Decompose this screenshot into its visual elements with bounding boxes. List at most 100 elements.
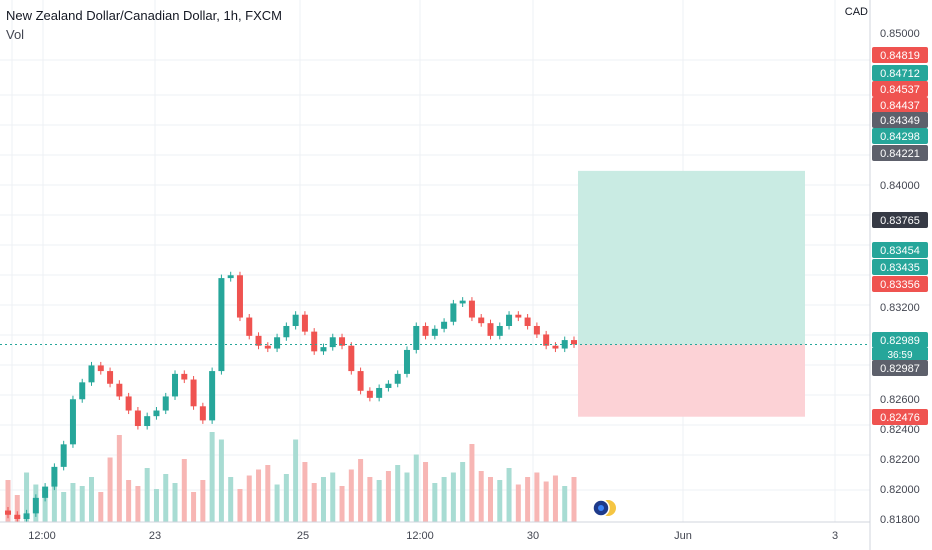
price-tag-bg [872, 128, 928, 144]
volume-bar [24, 472, 30, 522]
candle [42, 483, 49, 502]
volume-bar [218, 439, 224, 522]
candle-body [450, 303, 457, 322]
volume-bar [376, 480, 382, 522]
candle-body [403, 349, 410, 374]
price-tag: 0.83454 [872, 242, 928, 258]
candle-body [431, 328, 438, 336]
grid [0, 0, 870, 522]
volume-bar [562, 486, 568, 522]
volume-bar [200, 480, 206, 522]
candle [51, 463, 58, 491]
candle-body [190, 379, 197, 407]
countdown-label: 36:59 [887, 350, 912, 361]
candle [218, 274, 225, 375]
candle-body [441, 321, 448, 329]
loss-zone [578, 344, 805, 417]
candle-body [543, 334, 550, 346]
candle-body [357, 371, 364, 391]
candle-body [394, 373, 401, 384]
candle-body [524, 317, 531, 326]
candle-body [264, 345, 271, 349]
price-tag: 0.84537 [872, 81, 928, 97]
candle [301, 311, 308, 336]
price-tag-bg [872, 81, 928, 97]
volume-bar [330, 472, 336, 522]
volume-bar [441, 477, 447, 522]
candle-body [125, 396, 132, 411]
candle [571, 336, 577, 348]
price-tag-label: 0.82476 [880, 412, 920, 424]
price-tag-label: 0.84712 [880, 68, 920, 80]
volume-bar [89, 477, 95, 522]
price-tick-label: 0.82000 [880, 484, 920, 496]
countdown-bg [872, 348, 928, 360]
price-tag-bg [872, 242, 928, 258]
candle-body [274, 337, 281, 349]
price-tag: 0.84712 [872, 65, 928, 81]
candle-body [218, 278, 225, 372]
price-tick-label: 0.81800 [880, 514, 920, 526]
price-tag: 0.83356 [872, 276, 928, 292]
price-tick-label: 0.82200 [880, 454, 920, 466]
candle [181, 370, 188, 384]
candle-body [311, 331, 318, 352]
candle [190, 376, 197, 410]
volume-bar [163, 474, 169, 522]
candle [227, 271, 234, 282]
price-tag: 0.83435 [872, 259, 928, 275]
price-tag: 0.82476 [872, 409, 928, 425]
candle-body [23, 513, 30, 519]
volume-bar [506, 468, 512, 522]
time-tick-label: 30 [527, 530, 539, 542]
volume-bar [339, 486, 345, 522]
volume-bar [209, 432, 215, 522]
volume-bar [144, 468, 150, 522]
candle [134, 406, 141, 430]
candle-body [51, 466, 58, 487]
price-tag: 0.84298 [872, 128, 928, 144]
time-tick-label: 12:00 [406, 530, 434, 542]
volume-bar [293, 439, 299, 522]
candle [69, 395, 76, 448]
candle [329, 333, 336, 351]
price-tag-label: 0.83765 [880, 215, 920, 227]
volume-bar [534, 472, 540, 522]
price-tag: 0.84819 [872, 47, 928, 63]
volume-bar [135, 486, 141, 522]
price-tag-bg [872, 332, 928, 348]
volume-bar [543, 481, 549, 522]
candle [311, 328, 318, 355]
price-tag-label: 0.84221 [880, 148, 920, 160]
candle-body [172, 373, 179, 397]
candle-body [320, 347, 327, 352]
price-tag-bg [872, 212, 928, 228]
volume-bar [14, 495, 20, 522]
candle [357, 367, 364, 395]
time-tick-label: 23 [149, 530, 161, 542]
candle-body [571, 340, 577, 345]
volume-bar [172, 483, 178, 522]
volume-bar [552, 475, 558, 522]
candle [116, 380, 123, 400]
candle-body [116, 383, 123, 397]
volume-bar [256, 469, 262, 522]
candle-body [88, 365, 95, 383]
candle-body [459, 300, 466, 304]
candle-body [199, 406, 206, 421]
candle-body [468, 300, 475, 318]
candle [199, 402, 206, 424]
price-tag-bg [872, 276, 928, 292]
candle [403, 346, 410, 378]
candle-body [348, 345, 355, 372]
volume-bar [237, 489, 243, 522]
volume-bar [348, 469, 354, 522]
volume-indicator-label[interactable]: Vol [6, 27, 25, 42]
event-flag-icon[interactable] [592, 499, 616, 517]
candle-body [422, 325, 429, 336]
candle [172, 370, 179, 400]
candle-body [60, 444, 67, 467]
candle-body [487, 323, 494, 336]
volume-bar [358, 459, 364, 522]
